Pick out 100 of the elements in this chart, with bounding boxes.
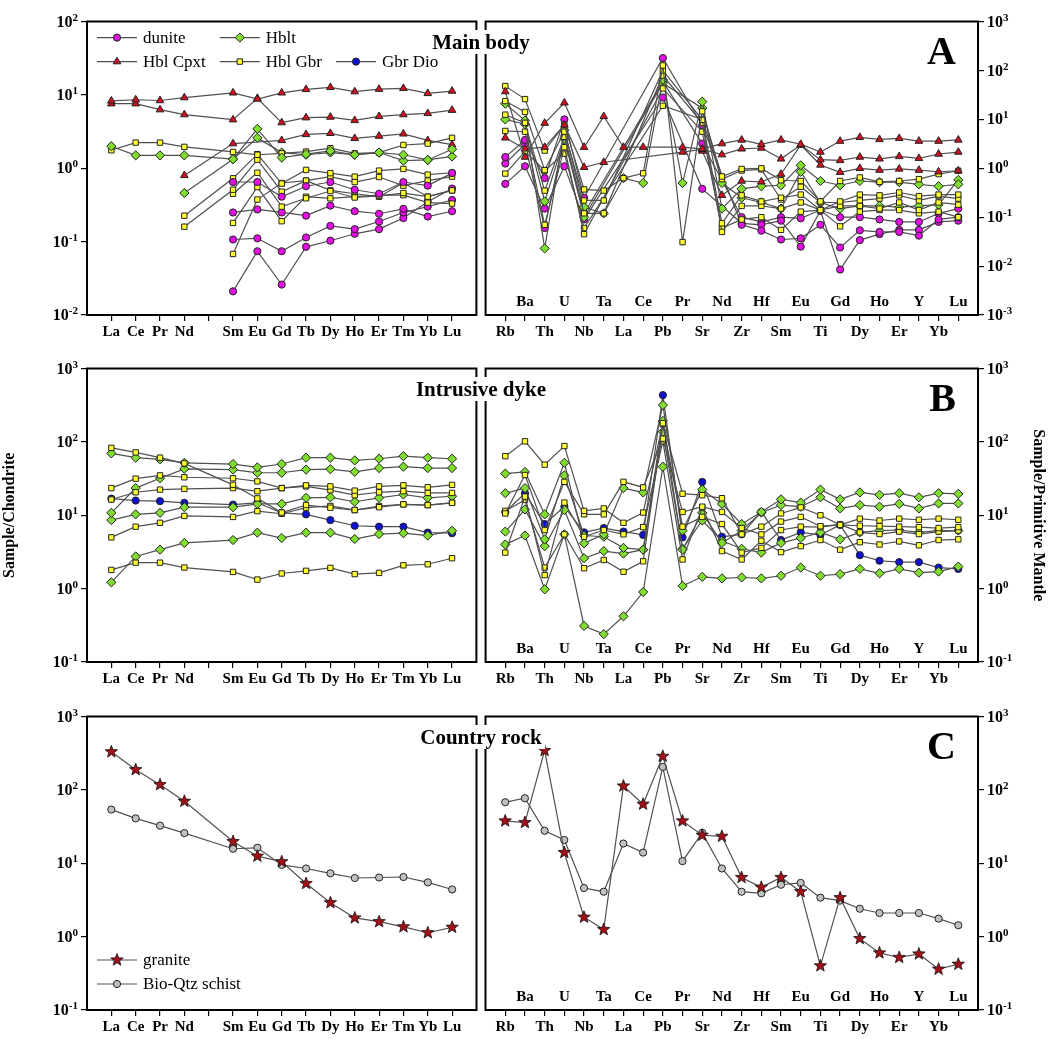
y-tick-label: 10$^{-1}$ [52,230,78,251]
x-tick-label: Er [890,669,908,686]
x-tick-label: Er [890,322,908,339]
y-tick-label: 10$^{0}$ [56,157,78,178]
x-tick-label: Ce [634,293,653,309]
x-tick-label: Eu [248,669,267,686]
x-tick-label: Pb [654,669,672,686]
x-tick-label: Zr [733,669,751,686]
y-tick-label: 10$^{1}$ [987,852,1009,873]
x-tick-label: Pr [674,640,691,656]
x-tick-label: Ta [595,293,613,309]
x-tick-label: Th [535,669,555,686]
legend-label: Hblt [265,28,297,48]
y-axis-title: Sample/Primitive Mantle [1030,429,1048,602]
x-tick-label: Ti [813,669,828,686]
x-tick-label: Hf [753,293,771,309]
x-tick-label: Ho [345,1017,365,1034]
x-tick-label: Yb [929,669,949,686]
x-tick-label: Eu [248,322,267,339]
y-tick-label: 10$^{0}$ [987,577,1009,598]
annotation: C [927,722,956,768]
legend-label: Gbr Dio [382,52,439,72]
x-tick-label: Ho [869,640,890,656]
x-tick-label: U [558,988,570,1004]
x-tick-label: Nb [574,322,594,339]
x-tick-label: Gd [830,640,851,656]
x-tick-label: Zr [733,1017,751,1034]
x-tick-label: Ba [516,640,535,656]
x-tick-label: Gd [271,669,293,686]
x-tick-label: La [102,1017,121,1034]
x-tick-label: Ho [345,322,365,339]
y-tick-label: 10$^{1}$ [987,504,1009,525]
y-tick-label: 10$^{2}$ [56,430,78,451]
x-tick-label: Sm [770,669,792,686]
x-tick-label: Ti [813,322,828,339]
x-tick-label: Er [370,669,388,686]
x-tick-label: Nd [712,293,733,309]
x-tick-label: Nd [712,640,733,656]
y-tick-label: 10$^{2}$ [987,778,1009,799]
x-tick-label: Lu [442,669,462,686]
x-tick-label: Nd [174,669,195,686]
x-tick-label: Gd [271,1017,293,1034]
y-tick-label: 10$^{2}$ [56,10,78,31]
x-tick-label: Nb [574,1017,594,1034]
x-tick-label: Ho [869,988,890,1004]
y-tick-label: 10$^{-1}$ [987,651,1013,671]
x-tick-label: Hf [752,988,771,1004]
x-tick-label: Y [913,988,925,1004]
y-tick-label: 10$^{2}$ [56,778,78,799]
x-tick-label: Rb [495,1017,515,1034]
x-tick-label: Ce [634,988,653,1004]
x-tick-label: Sr [694,669,711,686]
chart-title: Country rock [417,725,545,749]
y-tick-label: 10$^{3}$ [987,705,1009,726]
legend-label: dunite [143,28,186,48]
x-tick-label: Eu [791,988,810,1004]
x-tick-label: Pr [152,1017,169,1034]
x-tick-label: Yb [418,322,438,339]
y-tick-label: 10$^{-1}$ [52,651,78,671]
x-tick-label: Ta [595,988,613,1004]
x-tick-label: Pr [674,293,691,309]
y-tick-label: 10$^{-1}$ [987,206,1013,227]
x-tick-label: Nd [712,988,733,1004]
x-tick-label: Tm [392,1017,416,1034]
x-tick-label: U [558,293,570,309]
x-tick-label: Sm [770,322,792,339]
x-tick-label: Gd [830,293,851,309]
x-tick-label: Lu [949,293,968,309]
x-tick-label: Yb [929,322,949,339]
y-tick-label: 10$^{-1}$ [987,999,1013,1019]
x-tick-label: Eu [248,1017,267,1034]
y-tick-label: 10$^{2}$ [987,59,1009,80]
x-tick-label: Dy [321,669,341,686]
x-tick-label: Ba [516,293,535,309]
x-tick-label: Zr [733,322,751,339]
chart-title: Main body [429,30,533,54]
x-tick-label: La [614,1017,633,1034]
x-tick-label: Ti [813,1017,828,1034]
x-tick-label: Dy [850,669,870,686]
x-tick-label: Th [535,322,555,339]
x-tick-label: Ce [126,322,145,339]
x-tick-label: Lu [949,640,968,656]
y-tick-label: 10$^{-2}$ [987,255,1013,276]
y-tick-label: 10$^{1}$ [56,852,78,873]
x-tick-label: Ba [516,988,535,1004]
x-tick-label: Pr [674,988,691,1004]
x-tick-label: Dy [850,1017,870,1034]
x-tick-label: Eu [791,293,810,309]
x-tick-label: Er [370,322,388,339]
x-tick-label: Dy [321,1017,341,1034]
y-tick-label: 10$^{0}$ [56,925,78,946]
x-tick-label: Er [890,1017,908,1034]
x-tick-label: Y [913,640,925,656]
x-tick-label: Tb [296,322,316,339]
x-tick-label: Pr [152,669,169,686]
x-tick-label: La [102,669,121,686]
x-tick-label: Gd [271,322,293,339]
x-tick-label: Pr [152,322,169,339]
x-tick-label: Lu [442,322,462,339]
x-tick-label: Lu [949,988,968,1004]
